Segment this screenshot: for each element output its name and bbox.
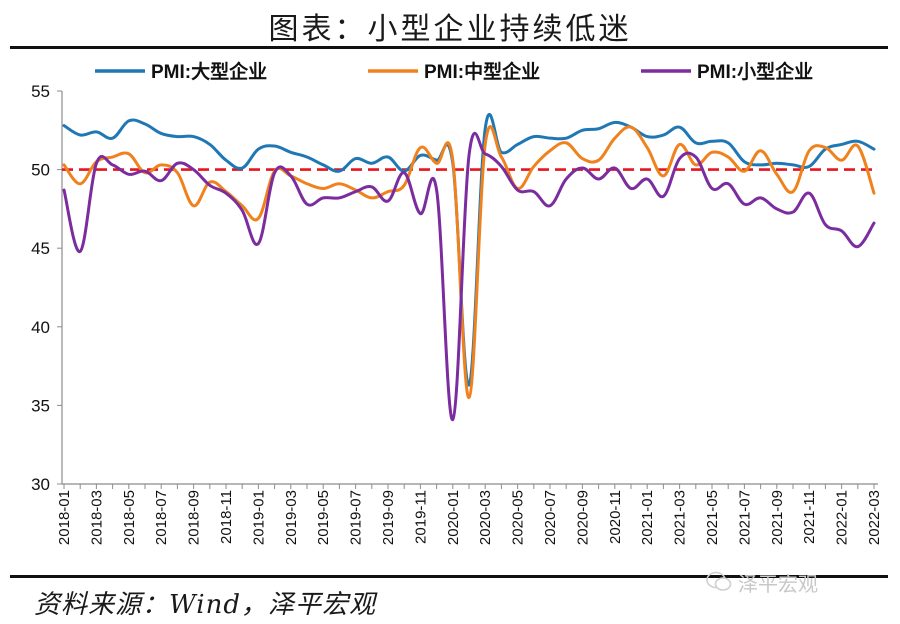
x-tick-label: 2020-07 [542, 490, 559, 545]
y-tick-label: 50 [31, 161, 50, 180]
series-line-medium [62, 125, 876, 400]
wechat-icon [706, 571, 732, 591]
series-line-large [62, 112, 876, 387]
x-tick-label: 2019-11 [412, 490, 429, 544]
x-tick-label: 2018-03 [88, 490, 105, 545]
series-group [62, 112, 876, 422]
x-tick-label: 2021-07 [736, 490, 753, 545]
x-tick-label: 2018-07 [153, 490, 170, 545]
y-tick-label: 35 [31, 396, 50, 415]
x-tick-label: 2018-11 [218, 490, 235, 544]
source-note: 资料来源：Wind，泽平宏观 [34, 590, 376, 620]
x-tick-label: 2022-01 [834, 490, 851, 545]
x-tick-label: 2022-03 [866, 490, 883, 545]
title-rule [10, 46, 888, 49]
footer-rule [10, 575, 888, 578]
x-tick-label: 2020-09 [574, 490, 591, 545]
chart-axes: 30 35 40 45 50 55 2018-01 2018-03 2018-05 2018-07… [31, 82, 883, 545]
x-tick-label: 2021-11 [801, 490, 818, 544]
x-tick-label: 2019-05 [315, 490, 332, 545]
watermark-text: 泽平宏观 [738, 571, 818, 596]
x-tick-label: 2018-09 [186, 490, 203, 545]
x-tick-label: 2021-05 [704, 490, 721, 545]
legend-label-small: PMI:小型企业 [697, 60, 813, 83]
x-tick-label: 2018-05 [121, 490, 138, 545]
legend-label-medium: PMI:中型企业 [424, 60, 540, 83]
x-tick-label: 2020-11 [607, 490, 624, 544]
x-tick-label: 2018-01 [56, 490, 73, 545]
chart-legend: PMI:大型企业 PMI:中型企业 PMI:小型企业 [95, 60, 813, 83]
x-tick-label: 2021-01 [639, 490, 656, 545]
y-tick-label: 40 [31, 318, 50, 337]
x-tick-label: 2019-01 [250, 490, 267, 545]
x-tick-label: 2019-07 [348, 490, 365, 545]
x-tick-label: 2021-03 [672, 490, 689, 545]
x-tick-label: 2019-03 [283, 490, 300, 545]
x-tick-label: 2020-05 [510, 490, 527, 545]
x-tick-label: 2020-03 [477, 490, 494, 545]
x-tick-label: 2019-09 [380, 490, 397, 545]
legend-label-large: PMI:大型企业 [151, 60, 267, 83]
x-tick-label: 2021-09 [769, 490, 786, 545]
y-tick-label: 45 [31, 239, 50, 258]
series-line-small [62, 132, 876, 422]
y-tick-label: 55 [31, 82, 50, 101]
y-tick-label: 30 [31, 475, 50, 494]
chart-title: 图表：小型企业持续低迷 [268, 12, 632, 47]
watermark: 泽平宏观 [706, 562, 876, 602]
x-tick-label: 2020-01 [445, 490, 462, 545]
